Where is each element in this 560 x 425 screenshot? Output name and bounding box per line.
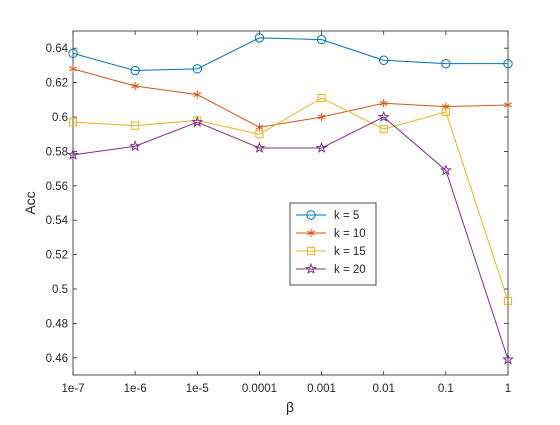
data-point-asterisk xyxy=(379,99,388,108)
x-axis: 1e-7 1e-6 1e-5 0.0001 0.001 0.01 0.1 1 xyxy=(61,31,511,395)
series-line xyxy=(72,37,508,72)
data-point-asterisk xyxy=(193,90,202,99)
data-point-pentagram xyxy=(305,262,317,275)
legend-label: k = 5 xyxy=(334,210,359,222)
y-axis-label: Acc xyxy=(22,191,38,214)
legend-item: k = 5 xyxy=(296,210,359,222)
data-point-pentagram xyxy=(67,148,79,160)
data-point-square xyxy=(317,93,326,103)
x-axis-label: β xyxy=(286,399,294,415)
data-point-circle xyxy=(254,33,265,43)
legend-label: k = 15 xyxy=(334,246,366,258)
data-point-square xyxy=(255,130,264,139)
data-point-square xyxy=(131,121,140,130)
data-point-square xyxy=(306,246,316,256)
y-tick-label: 0.62 xyxy=(46,78,68,90)
data-point-square xyxy=(503,296,513,306)
data-point-asterisk xyxy=(131,81,140,91)
x-tick-label: 1e-6 xyxy=(124,383,147,395)
legend-label: k = 10 xyxy=(334,228,366,240)
legend-label: k = 20 xyxy=(334,264,366,276)
data-point-asterisk xyxy=(317,112,326,122)
legend-item: k = 15 xyxy=(296,246,366,258)
data-point-circle xyxy=(503,58,513,69)
y-tick-label: 0.5 xyxy=(52,284,68,296)
data-point-circle xyxy=(441,58,451,69)
series-line xyxy=(72,97,509,302)
legend-item: k = 20 xyxy=(296,262,366,276)
data-point-pentagram xyxy=(439,164,452,176)
x-tick-label: 0.0001 xyxy=(242,383,277,395)
series-4 xyxy=(67,110,514,365)
data-point-pentagram xyxy=(377,110,390,123)
data-point-circle xyxy=(130,65,140,76)
data-point-circle xyxy=(306,210,316,220)
y-tick-label: 0.48 xyxy=(46,318,68,330)
data-point-circle xyxy=(192,64,202,74)
data-point-pentagram xyxy=(191,115,204,128)
data-point-asterisk xyxy=(69,64,77,74)
y-tick-label: 0.6 xyxy=(52,112,68,124)
data-point-pentagram xyxy=(129,139,142,152)
data-point-circle xyxy=(316,34,327,45)
data-point-square xyxy=(68,118,78,127)
series-2 xyxy=(69,64,512,132)
x-tick-label: 1e-5 xyxy=(186,383,209,395)
data-point-asterisk xyxy=(504,100,512,110)
series-line xyxy=(72,116,509,360)
series-1 xyxy=(68,33,513,76)
data-point-pentagram xyxy=(502,353,514,365)
y-tick-label: 0.64 xyxy=(46,43,69,55)
x-tick-label: 0.1 xyxy=(438,383,454,395)
series-line xyxy=(72,68,509,128)
y-tick-label: 0.58 xyxy=(46,146,68,158)
y-tick-label: 0.54 xyxy=(46,215,69,227)
data-point-square xyxy=(379,124,388,134)
legend-item: k = 10 xyxy=(296,228,366,240)
y-tick-label: 0.56 xyxy=(46,181,68,193)
x-tick-label: 0.01 xyxy=(373,383,395,395)
y-tick-label: 0.46 xyxy=(46,353,68,365)
series-layer xyxy=(67,33,514,365)
x-tick-label: 0.001 xyxy=(307,383,336,395)
y-axis: 0.46 0.48 0.5 0.52 0.54 0.56 0.58 0.6 0.62 0.64 xyxy=(46,43,508,365)
data-point-pentagram xyxy=(315,141,328,154)
x-tick-label: 1 xyxy=(505,383,511,395)
y-tick-label: 0.52 xyxy=(46,250,68,262)
data-point-asterisk xyxy=(307,228,315,238)
data-point-square xyxy=(441,107,450,116)
data-point-pentagram xyxy=(253,141,266,154)
legend-box xyxy=(289,202,377,286)
legend: k = 5 k = 10 k = 15 k = 20 xyxy=(289,202,377,286)
data-point-circle xyxy=(68,48,78,59)
x-tick-label: 1e-7 xyxy=(61,383,84,395)
data-point-circle xyxy=(379,55,389,65)
